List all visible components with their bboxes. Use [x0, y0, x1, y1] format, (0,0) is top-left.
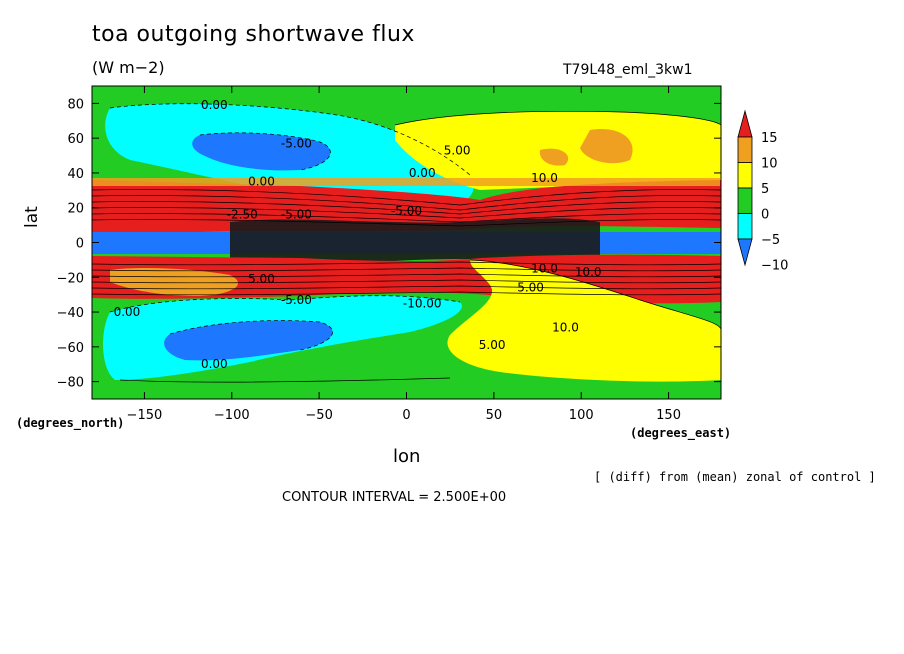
- diff-annotation: [ (diff) from (mean) zonal of control ]: [594, 470, 876, 484]
- contour-lines: [92, 103, 721, 383]
- y-axis-label: lat: [22, 206, 42, 228]
- colorbar-segment: [737, 213, 753, 240]
- x-tick-label: −100: [214, 408, 250, 423]
- colorbar-label: −10: [761, 259, 788, 274]
- colorbar-segment: [737, 136, 753, 163]
- contour-label: 5.00: [517, 281, 544, 295]
- contour-label: -5.00: [391, 204, 422, 218]
- south-blue-patch: [164, 320, 333, 361]
- south-positive-region: [447, 260, 721, 382]
- contour-label: 5.00: [444, 143, 471, 157]
- y-tick-label: −60: [57, 341, 84, 356]
- x-axis-unit: (degrees_east): [630, 426, 732, 440]
- contour-label: 5.00: [479, 338, 506, 352]
- x-tick-label: −150: [127, 408, 163, 423]
- south-orange-patch: [110, 267, 239, 296]
- colorbar-bottom-arrow: [737, 238, 753, 267]
- x-tick-label: −50: [305, 408, 332, 423]
- colorbar-label: −5: [761, 233, 780, 248]
- contour-label: -2.50: [227, 208, 258, 222]
- north-orange-patch: [539, 129, 633, 166]
- y-tick-label: −80: [57, 376, 84, 391]
- colorbar-label: 15: [761, 131, 778, 146]
- contour-label: 10.0: [552, 321, 579, 335]
- y-tick-label: 60: [67, 132, 84, 147]
- equatorial-dark-band: [230, 218, 600, 264]
- colorbar-label: 10: [761, 157, 778, 172]
- contour-label: 0.00: [248, 175, 275, 189]
- contour-label: 10.0: [531, 171, 558, 185]
- y-tick-label: −40: [57, 306, 84, 321]
- contour-interval: CONTOUR INTERVAL = 2.500E+00: [282, 490, 507, 505]
- run-label: T79L48_eml_3kw1: [563, 62, 693, 78]
- colorbar-segment: [737, 162, 753, 189]
- contour-label: -10.00: [403, 296, 442, 310]
- y-tick-label: 40: [67, 167, 84, 182]
- y-axis-unit: (degrees_north): [16, 416, 125, 430]
- contour-label: -5.00: [281, 293, 312, 307]
- y-tick-label: −20: [57, 271, 84, 286]
- colorbar-segment: [737, 187, 753, 214]
- contour-label: 0.00: [201, 357, 228, 371]
- contour-label: 0.00: [201, 98, 228, 112]
- north-blue-patch: [192, 132, 331, 171]
- colorbar-label: 0: [761, 208, 769, 223]
- x-tick-label: 0: [402, 408, 410, 423]
- contour-label: 10.0: [575, 265, 602, 279]
- x-tick-label: 50: [486, 408, 503, 423]
- x-tick-label: 100: [569, 408, 594, 423]
- y-tick-label: 80: [67, 97, 84, 112]
- north-orange-band: [92, 178, 720, 186]
- colorbar-top-arrow: [737, 109, 753, 138]
- contour-label: -5.00: [281, 208, 312, 222]
- contour-label: 10.0: [531, 262, 558, 276]
- contour-label: 5.00: [248, 272, 275, 286]
- contour-label: 0.00: [409, 166, 436, 180]
- y-tick-label: 0: [76, 237, 84, 252]
- colorbar-label: 5: [761, 182, 769, 197]
- x-tick-label: 150: [656, 408, 681, 423]
- contour-label: -5.00: [281, 136, 312, 150]
- x-axis-label: lon: [393, 446, 421, 467]
- y-tick-label: 20: [67, 202, 84, 217]
- chart-units: (W m−2): [92, 58, 165, 77]
- chart-title: toa outgoing shortwave flux: [92, 22, 415, 47]
- contour-label: 0.00: [114, 305, 141, 319]
- contour-field: [92, 86, 721, 399]
